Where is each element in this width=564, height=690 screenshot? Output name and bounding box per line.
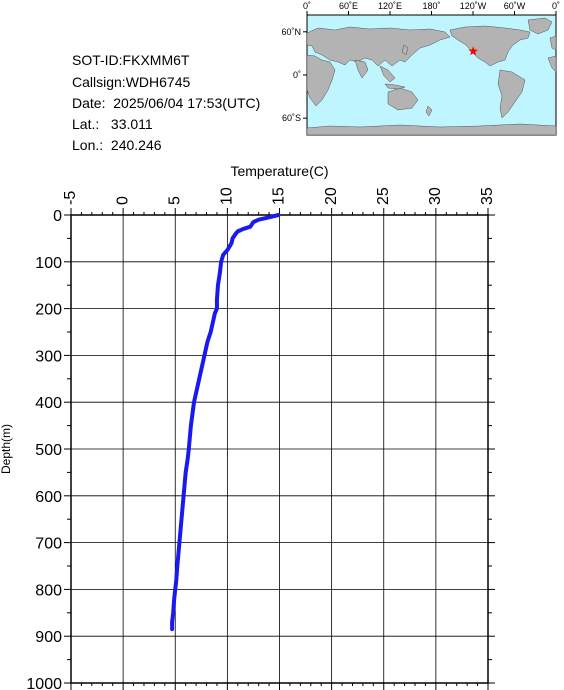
x-tick-label: 15: [271, 187, 288, 205]
land-north-america: [449, 25, 531, 67]
map-lat-label: 60˚S: [282, 113, 301, 123]
map-lon-label: 60˚W: [504, 1, 526, 11]
y-tick-label: 200: [35, 302, 62, 319]
map-lat-label: 0˚: [293, 70, 301, 80]
x-tick-label: 10: [219, 187, 236, 205]
map-lon-label: 120˚W: [460, 1, 487, 11]
y-tick-label: 500: [35, 442, 62, 459]
date-label: Date: 2025/06/04 17:53(UTC): [72, 95, 261, 111]
y-tick-labels: 0 100 200 300 400 500 600 700 800 900 1000: [26, 208, 62, 690]
temperature-profile-line: [170, 213, 281, 632]
map-lon-label: 60˚E: [339, 1, 358, 11]
x-axis-label: Temperature(C): [230, 163, 328, 179]
land-australia: [387, 87, 419, 111]
land-new-zealand: [425, 105, 433, 117]
land-indonesia: [384, 83, 406, 90]
x-tick-label: -5: [62, 191, 79, 205]
land-europe-west-edge: [549, 35, 557, 51]
land-greenland: [527, 17, 553, 35]
y-tick-label: 600: [35, 489, 62, 506]
x-tick-label: 5: [166, 196, 183, 205]
chart-grid: [70, 214, 489, 684]
land-japan: [401, 44, 409, 56]
x-tick-label: 35: [479, 187, 496, 205]
x-tick-label: 25: [375, 187, 392, 205]
x-tick-label: 0: [114, 196, 131, 205]
y-tick-label: 1000: [26, 676, 62, 690]
station-marker-icon: [468, 46, 478, 56]
latitude-label: Lat.: 33.011: [72, 116, 153, 132]
land-south-america: [497, 69, 526, 119]
land-southeast-asia: [379, 65, 396, 83]
y-tick-label: 400: [35, 395, 62, 412]
land-africa: [306, 54, 336, 107]
land-antarctica: [306, 123, 557, 136]
y-tick-label: 800: [35, 582, 62, 599]
sot-id-label: SOT-ID:FKXMM6T: [72, 52, 190, 68]
y-tick-label: 0: [53, 208, 62, 225]
map-lon-label: 0˚: [303, 1, 311, 11]
longitude-label: Lon.: 240.246: [72, 137, 162, 153]
y-tick-label: 100: [35, 255, 62, 272]
chart-ticks: [64, 208, 495, 690]
map-labels: 0˚ 60˚E 120˚E 180˚ 120˚W 60˚W 0˚ 60˚N 0˚ 60˚S: [281, 1, 560, 123]
x-tick-label: 30: [427, 187, 444, 205]
x-tick-labels: -5 0 5 10 15 20 25 30 35: [62, 187, 496, 205]
y-tick-label: 300: [35, 348, 62, 365]
map-lat-label: 60˚N: [281, 27, 301, 37]
land-africa-west-edge: [547, 55, 557, 73]
map-grid: [303, 11, 557, 119]
map-land: [306, 17, 557, 136]
map-lon-label: 180˚: [422, 1, 440, 11]
map-lon-label: 120˚E: [378, 1, 402, 11]
x-tick-label: 20: [323, 187, 340, 205]
callsign-label: Callsign:WDH6745: [72, 74, 191, 90]
y-tick-label: 700: [35, 536, 62, 553]
land-europe-asia: [306, 26, 451, 67]
y-axis-label: Depth(m): [0, 424, 13, 474]
y-tick-label: 900: [35, 629, 62, 646]
land-india: [354, 59, 369, 79]
map-lon-label: 0˚: [552, 1, 560, 11]
